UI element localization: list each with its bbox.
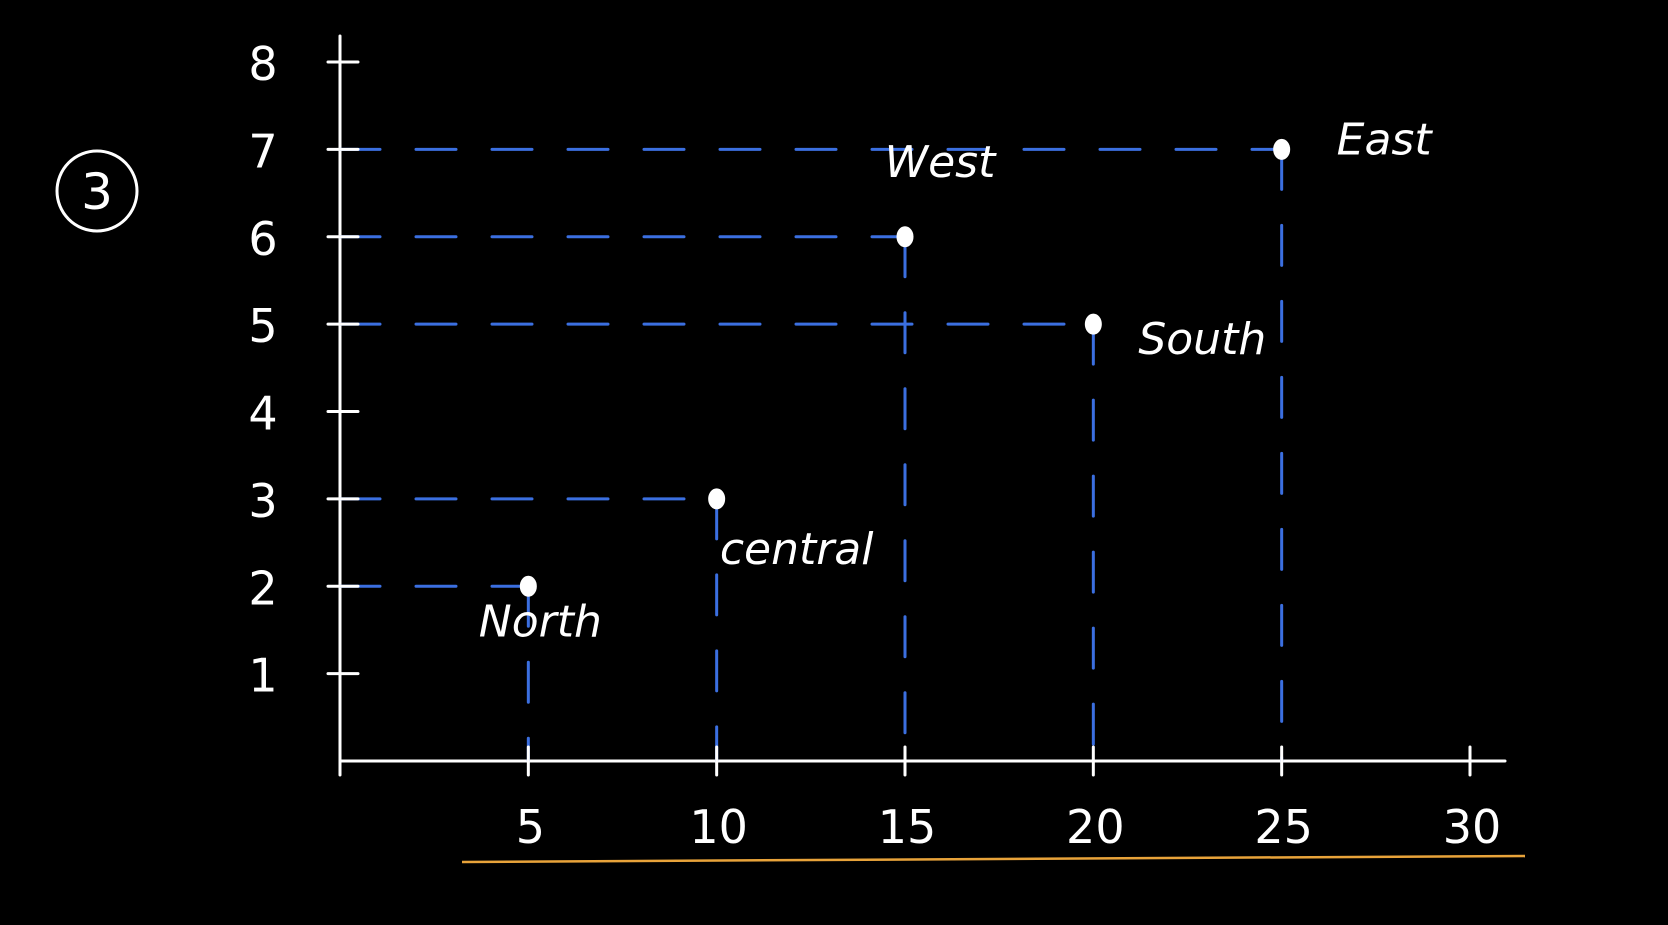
data-points: North central West South East xyxy=(479,114,1434,647)
problem-number-badge: 3 xyxy=(55,149,139,233)
y-ticks: 1 2 3 4 5 6 7 8 xyxy=(248,37,360,703)
x-tick-label-30: 30 xyxy=(1443,800,1502,854)
x-tick-label-15: 15 xyxy=(878,800,937,854)
point-label-south: South xyxy=(1138,314,1266,365)
point-label-west: West xyxy=(885,137,998,188)
y-tick-label-2: 2 xyxy=(248,561,277,615)
y-tick-label-5: 5 xyxy=(248,299,277,353)
point-label-east: East xyxy=(1337,114,1434,165)
point-north xyxy=(519,575,537,597)
guide-lines xyxy=(338,147,1284,763)
problem-circle xyxy=(55,149,139,233)
y-tick-label-3: 3 xyxy=(248,474,277,528)
y-tick-label-7: 7 xyxy=(248,124,277,178)
point-label-north: North xyxy=(479,596,602,647)
x-tick-label-5: 5 xyxy=(516,800,545,854)
y-tick-label-1: 1 xyxy=(248,649,277,703)
point-central xyxy=(708,488,726,510)
problem-number: 3 xyxy=(81,163,113,221)
y-tick-label-4: 4 xyxy=(248,387,277,441)
x-tick-label-25: 25 xyxy=(1254,800,1313,854)
x-ticks: 5 10 15 20 25 30 xyxy=(516,745,1502,854)
x-tick-label-10: 10 xyxy=(689,800,748,854)
point-west xyxy=(896,226,914,248)
x-tick-label-20: 20 xyxy=(1066,800,1125,854)
point-label-central: central xyxy=(720,524,874,575)
point-south xyxy=(1084,313,1102,335)
y-tick-label-8: 8 xyxy=(248,37,277,91)
y-tick-label-6: 6 xyxy=(248,212,277,266)
point-east xyxy=(1273,138,1291,160)
x-axis-underline xyxy=(461,854,1526,864)
